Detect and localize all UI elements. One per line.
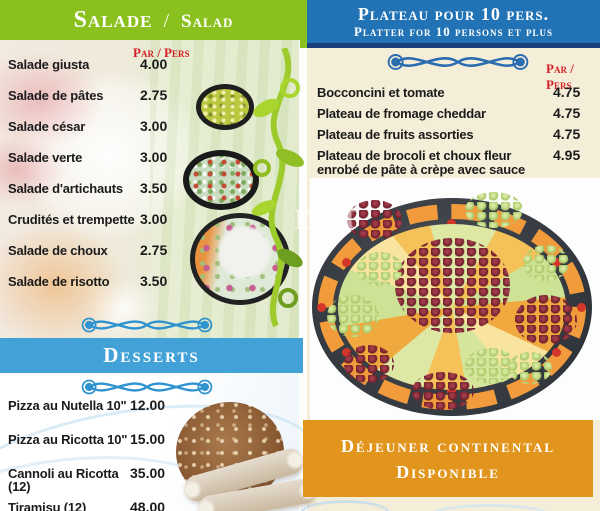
menu-item-price: 12.00 (130, 397, 166, 413)
menu-item-price: 2.75 (140, 87, 168, 103)
flourish-ornament-bottom (81, 379, 213, 395)
green-grape-cluster (465, 192, 523, 228)
red-grape-cluster (412, 372, 474, 410)
salade-title-en: Salad (181, 10, 234, 32)
menu-item-price: 3.00 (140, 149, 168, 165)
menu-item-row: Salade de risotto 3.50 (8, 273, 223, 289)
menu-item-name: Crudités et trempette (8, 212, 135, 227)
menu-item-price: 4.75 (553, 105, 581, 121)
salad-items-list: Salade giusta 4.00 Salade de pâtes 2.75 … (8, 56, 223, 306)
menu-item-price: 3.50 (140, 273, 168, 289)
menu-item-price: 3.00 (140, 211, 168, 227)
green-grape-cluster (523, 245, 569, 281)
menu-item-row: Tiramisu (12) 48.00 (8, 499, 198, 511)
menu-item-row: Salade d'artichauts 3.50 (8, 180, 223, 196)
salade-header: Salade / Salad (0, 0, 307, 40)
menu-item-price: 4.75 (553, 126, 581, 142)
menu-item-row: Salade giusta 4.00 (8, 56, 223, 72)
menu-item-name: Bocconcini et tomate (317, 85, 445, 100)
salade-title-fr: Salade (73, 6, 153, 33)
banner-line2: Disponible (396, 461, 500, 482)
continental-breakfast-banner: Déjeuner continental Disponible (303, 420, 593, 497)
plateau-header: Plateau pour 10 pers. Platter for 10 per… (307, 0, 600, 48)
menu-item-name: Pizza au Ricotta 10" (8, 432, 128, 447)
menu-item-row: Pizza au Ricotta 10" 15.00 (8, 431, 198, 447)
vine-decoration (251, 48, 304, 328)
per-person-label-right: Par / Pers (546, 61, 574, 92)
menu-item-row: Plateau de fruits assorties 4.75 (317, 126, 589, 142)
menu-item-row: Pizza au Nutella 10" 12.00 (8, 397, 198, 413)
menu-item-price: 35.00 (130, 465, 166, 481)
green-grape-cluster (508, 352, 552, 384)
menu-item-row: Plateau de fromage cheddar 4.75 (317, 105, 589, 121)
menu-item-row: Salade césar 3.00 (8, 118, 223, 134)
green-grape-cluster (327, 295, 379, 337)
salade-header-title: Salade / Salad (74, 7, 234, 34)
menu-item-name: Salade d'artichauts (8, 181, 123, 196)
salad-photo-giusta (196, 84, 254, 130)
menu-item-price: 15.00 (130, 431, 166, 447)
menu-item-name: Tiramisu (12) (8, 500, 87, 511)
menu-item-name: Salade giusta (8, 57, 90, 72)
menu-item-name: Salade de risotto (8, 274, 110, 289)
banner-line1: Déjeuner continental (340, 435, 555, 456)
menu-item-row: Crudités et trempette 3.00 (8, 211, 223, 227)
flourish-ornament-right (387, 54, 529, 70)
salade-title-separator: / (163, 9, 170, 32)
desserts-header-title: Desserts (103, 343, 200, 367)
red-grape-cluster (347, 200, 402, 240)
flourish-ornament-top (81, 317, 213, 333)
plateau-header-title: Plateau pour 10 pers. (357, 4, 550, 24)
desserts-header: Desserts (0, 338, 303, 373)
photo-watermark: nat (294, 193, 359, 239)
plateau-header-subtitle: Platter for 10 persons et plus (353, 24, 554, 39)
menu-item-name: Cannoli au Ricotta (12) (8, 466, 119, 494)
per-person-label-left: Par / Pers (133, 45, 190, 60)
salad-photo-mixed (183, 150, 259, 210)
column-divider (299, 40, 307, 511)
menu-item-row: Salade de pâtes 2.75 (8, 87, 223, 103)
menu-item-row: Salade verte 3.00 (8, 149, 223, 165)
menu-item-name: Plateau de fromage cheddar (317, 106, 486, 121)
red-grape-cluster (344, 345, 394, 383)
menu-item-name: Plateau de fruits assorties (317, 127, 474, 142)
menu-item-price: 4.00 (140, 56, 168, 72)
menu-item-price: 48.00 (130, 499, 166, 511)
menu-item-price: 4.95 (553, 147, 581, 163)
dessert-items-list: Pizza au Nutella 10" 12.00 Pizza au Rico… (8, 397, 198, 511)
menu-item-name: Salade césar (8, 119, 86, 134)
menu-item-row: Cannoli au Ricotta (12) 35.00 (8, 465, 198, 494)
menu-item-row: Salade de choux 2.75 (8, 242, 223, 258)
menu-item-price: 3.00 (140, 118, 168, 134)
menu-item-name: Salade de choux (8, 243, 108, 258)
menu-item-price: 4.75 (553, 84, 581, 100)
green-grape-cluster (357, 252, 403, 286)
menu-item-row: Bocconcini et tomate 4.75 (317, 84, 589, 100)
red-grape-cluster (395, 238, 510, 333)
menu-item-price: 3.50 (140, 180, 168, 196)
menu-item-price: 2.75 (140, 242, 168, 258)
menu-item-name: Salade de pâtes (8, 88, 104, 103)
menu-item-name: Pizza au Nutella 10" (8, 398, 127, 413)
red-grape-cluster (515, 295, 577, 345)
crudites-platter-photo (190, 213, 290, 305)
menu-item-name: Salade verte (8, 150, 83, 165)
